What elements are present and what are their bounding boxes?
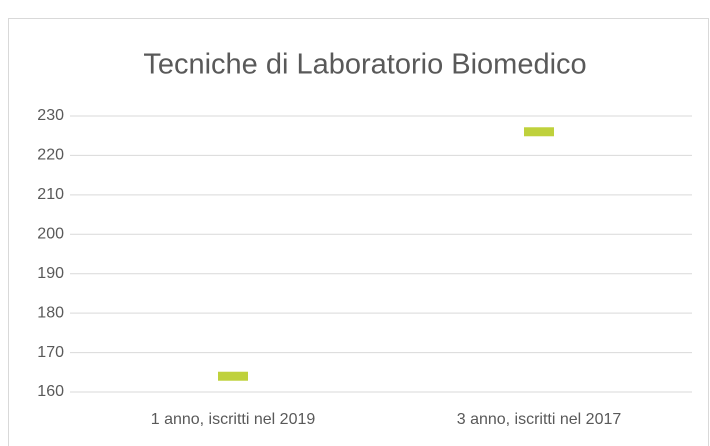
y-tick-label: 230 — [37, 107, 64, 124]
y-tick-label: 170 — [37, 344, 64, 361]
chart-title: Tecniche di Laboratorio Biomedico — [143, 49, 586, 81]
y-tick-label: 160 — [37, 383, 64, 400]
y-tick-label: 200 — [37, 226, 64, 243]
x-tick-label: 3 anno, iscritti nel 2017 — [457, 411, 622, 428]
y-tick-label: 180 — [37, 304, 64, 321]
chart-frame — [8, 18, 709, 446]
y-tick-label: 190 — [37, 265, 64, 282]
y-tick-label: 220 — [37, 147, 64, 164]
data-marker — [218, 371, 248, 381]
y-tick-label: 210 — [37, 186, 64, 203]
x-tick-label: 1 anno, iscritti nel 2019 — [151, 411, 316, 428]
data-marker — [524, 127, 554, 137]
